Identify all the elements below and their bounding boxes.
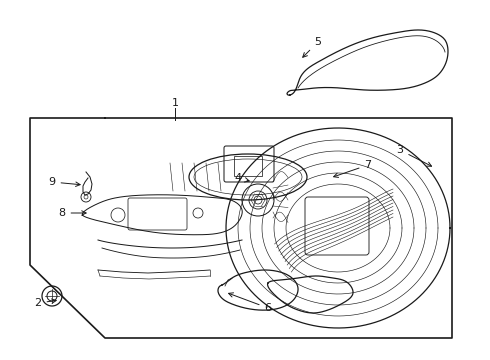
Text: 8: 8	[58, 208, 86, 218]
Text: 4: 4	[234, 173, 249, 183]
Text: 1: 1	[172, 98, 178, 108]
Circle shape	[254, 196, 262, 204]
Text: 6: 6	[229, 293, 271, 313]
Text: 3: 3	[396, 145, 432, 166]
Bar	[234, 156, 262, 176]
Text: 7: 7	[334, 160, 371, 177]
Text: 2: 2	[34, 298, 56, 308]
Text: 9: 9	[49, 177, 80, 187]
Text: 5: 5	[303, 37, 321, 57]
